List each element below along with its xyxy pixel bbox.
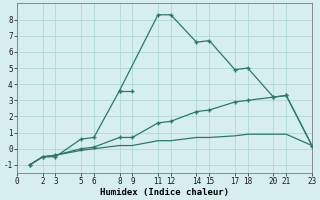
- X-axis label: Humidex (Indice chaleur): Humidex (Indice chaleur): [100, 188, 229, 197]
